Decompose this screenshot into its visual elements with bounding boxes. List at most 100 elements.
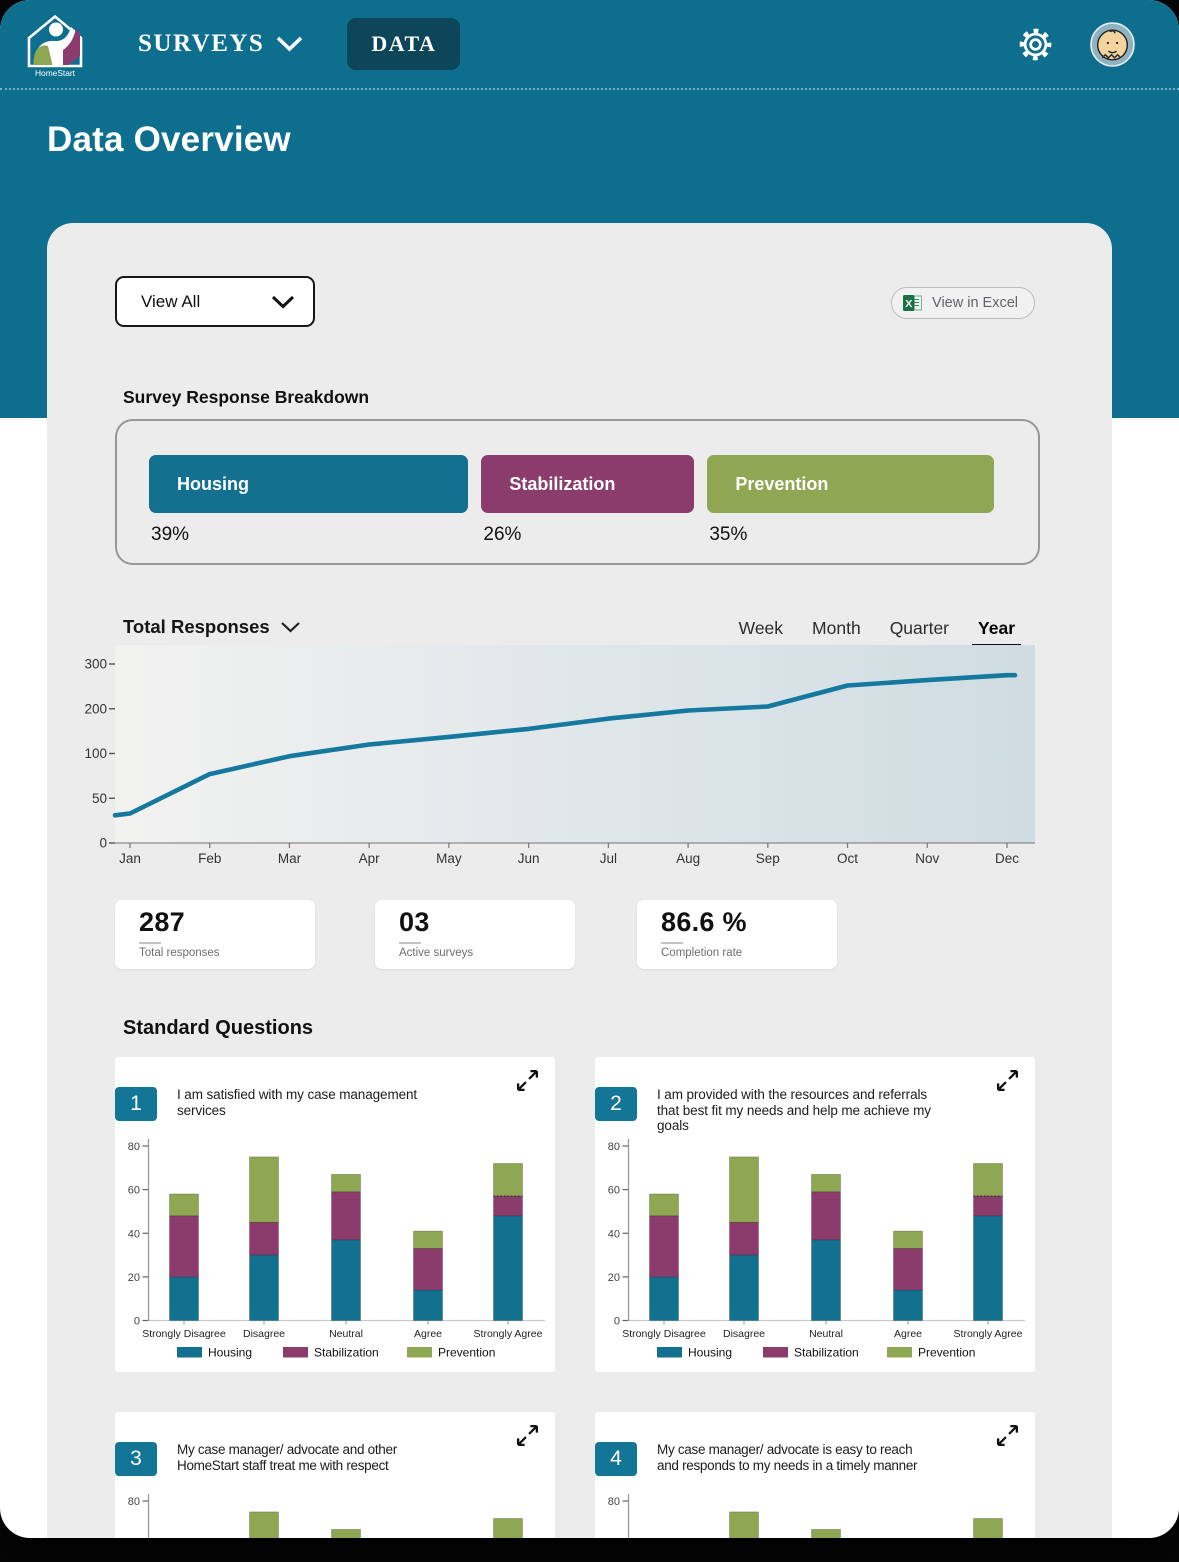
view-in-excel-button[interactable]: X View in Excel [891,287,1035,319]
range-tabs: Week Month Quarter Year [738,618,1021,647]
question-text: I am satisfied with my case management s… [177,1087,418,1118]
svg-text:80: 80 [608,1496,620,1508]
chevron-down-icon [280,622,300,633]
stat-value: 86.6 % [661,907,747,937]
stat-card-active-surveys: 03 Active surveys [375,900,575,969]
svg-text:0: 0 [134,1316,140,1328]
view-all-label: View All [141,291,201,311]
svg-text:200: 200 [84,701,107,716]
svg-text:60: 60 [608,1185,620,1197]
breakdown-title: Survey Response Breakdown [123,387,370,407]
total-responses-label: Total Responses [123,616,270,637]
svg-text:Disagree: Disagree [723,1328,765,1340]
svg-text:Strongly Agree: Strongly Agree [954,1328,1023,1340]
content-card: View All X View in Excel Survey Response… [47,223,1112,1538]
nav-surveys-dropdown[interactable]: SURVEYS [138,30,303,58]
view-all-dropdown[interactable]: View All [115,276,315,327]
breakdown-box: Housing 39% Stabilization 26% Prevention… [115,419,1040,565]
svg-text:X: X [905,298,912,310]
stat-label: Total responses [139,946,220,959]
svg-text:Strongly Disagree: Strongly Disagree [142,1328,226,1340]
svg-text:Aug: Aug [676,851,700,866]
nav-data-button[interactable]: DATA [347,18,461,70]
svg-text:Stabilization: Stabilization [314,1346,379,1360]
topbar: HomeStart SURVEYS DATA [0,0,1179,90]
svg-text:Nov: Nov [915,851,939,866]
question-card-2: 2 I am provided with the resources and r… [595,1057,1035,1372]
question-card-3: 3 My case manager/ advocate and other Ho… [115,1412,555,1538]
svg-text:40: 40 [128,1228,140,1240]
question-text: I am provided with the resources and ref… [657,1087,931,1134]
svg-text:Jun: Jun [518,851,540,866]
topbar-actions [1017,21,1135,67]
svg-text:300: 300 [84,657,107,672]
tab-month[interactable]: Month [812,618,861,638]
svg-text:50: 50 [92,791,107,806]
question-text: My case manager/ advocate is easy to rea… [657,1442,918,1473]
stat-divider [399,942,421,944]
nav-surveys-label: SURVEYS [138,30,265,57]
svg-text:Jan: Jan [119,851,141,866]
question-text: My case manager/ advocate and other Home… [177,1442,397,1473]
svg-text:Mar: Mar [278,851,302,866]
svg-text:Strongly Disagree: Strongly Disagree [622,1328,706,1340]
expand-icon[interactable] [995,1068,1020,1093]
housing-bar-label: Housing [177,473,249,494]
svg-text:Neutral: Neutral [809,1328,843,1340]
breakdown-segment-stabilization: Stabilization 26% [481,455,695,546]
question-number-badge: 1 [115,1087,157,1121]
stabilization-percent: 26% [483,524,522,545]
stat-card-total-responses: 287 Total responses [115,900,315,969]
breakdown-segment-prevention: Prevention 35% [707,455,994,546]
svg-text:80: 80 [128,1141,140,1153]
svg-text:20: 20 [608,1272,620,1284]
stat-label: Completion rate [661,946,743,959]
tab-week[interactable]: Week [738,618,784,638]
total-responses-dropdown[interactable]: Total Responses [123,616,301,638]
svg-text:0: 0 [99,836,107,851]
view-in-excel-label: View in Excel [932,295,1018,311]
question-number-badge: 3 [115,1442,157,1476]
svg-text:80: 80 [608,1141,620,1153]
stat-value: 03 [399,907,430,937]
housing-bar[interactable]: Housing [149,455,469,513]
svg-text:Sep: Sep [756,851,780,866]
svg-text:Strongly Agree: Strongly Agree [474,1328,543,1340]
user-avatar[interactable] [1090,21,1135,67]
stat-label: Active surveys [399,946,474,959]
prevention-percent: 35% [709,524,748,545]
svg-text:Dec: Dec [995,851,1019,866]
svg-text:Housing: Housing [208,1346,252,1360]
svg-text:Housing: Housing [688,1346,732,1360]
excel-icon: X [903,295,923,311]
expand-icon[interactable] [515,1068,540,1093]
svg-text:Oct: Oct [837,851,858,866]
page-title: Data Overview [47,120,291,159]
tab-quarter[interactable]: Quarter [889,618,950,638]
svg-text:Agree: Agree [414,1328,442,1340]
chevron-down-icon [277,36,303,52]
stat-value: 287 [139,907,185,937]
expand-icon[interactable] [995,1423,1020,1448]
stabilization-bar[interactable]: Stabilization [481,455,695,513]
homestart-logo[interactable]: HomeStart [26,13,84,79]
svg-text:60: 60 [128,1185,140,1197]
stat-divider [661,942,683,944]
svg-text:0: 0 [614,1316,620,1328]
prevention-bar[interactable]: Prevention [707,455,994,513]
svg-text:Prevention: Prevention [438,1346,495,1360]
question-2-chart: 0 20 40 60 80 Strongly Disagree Disagree Neutra… [595,1133,1035,1376]
svg-text:May: May [436,851,462,866]
housing-percent: 39% [151,524,190,545]
stat-divider [139,942,161,944]
breakdown-segments: Housing 39% Stabilization 26% Prevention… [149,455,994,546]
svg-text:Jul: Jul [600,851,617,866]
question-card-4: 4 My case manager/ advocate is easy to r… [595,1412,1035,1538]
standard-questions-title: Standard Questions [123,1017,314,1039]
svg-text:100: 100 [84,746,107,761]
svg-text:40: 40 [608,1228,620,1240]
expand-icon[interactable] [515,1423,540,1448]
settings-gear-icon[interactable] [1017,26,1054,63]
